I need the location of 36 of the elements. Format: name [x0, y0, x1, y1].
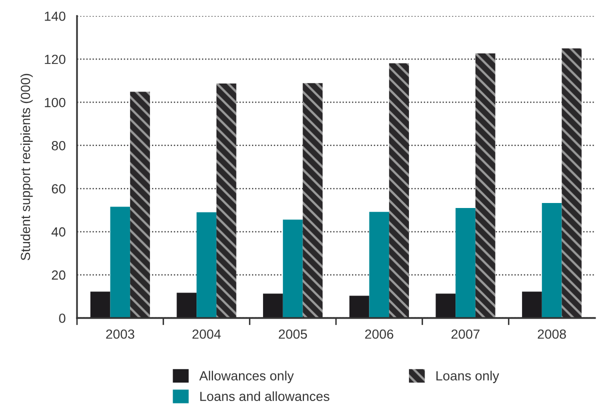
y-axis-title: Student support recipients (000)	[20, 74, 33, 260]
bar	[456, 208, 476, 318]
legend-label: Loans and allowances	[200, 391, 330, 402]
x-tick-label: 2005	[278, 329, 307, 339]
y-tick-label: 0	[59, 314, 66, 323]
bar	[475, 53, 496, 318]
legend-label: Allowances only	[199, 370, 294, 384]
legend-label: Loans only	[436, 370, 500, 384]
bar	[542, 203, 562, 318]
bar	[130, 92, 150, 318]
y-tick-label: 40	[52, 227, 66, 237]
bar	[110, 206, 130, 318]
bar	[176, 292, 197, 318]
x-tick-label: 2004	[192, 329, 221, 339]
x-tick-label: 2006	[365, 329, 394, 339]
x-tick-label: 2007	[451, 329, 480, 339]
bar	[216, 84, 236, 318]
bar	[389, 63, 409, 318]
y-tick-label: 120	[44, 54, 66, 64]
x-tick-label: 2008	[538, 329, 566, 339]
bar	[349, 296, 370, 318]
y-tick-label: 60	[52, 184, 66, 194]
y-tick-label: 140	[44, 12, 66, 21]
bar	[436, 294, 456, 318]
bar	[282, 220, 303, 318]
bar	[302, 83, 323, 318]
bar	[263, 294, 283, 318]
bar	[369, 212, 390, 318]
y-tick-label: 80	[52, 140, 66, 150]
y-tick-label: 100	[44, 98, 66, 108]
bar	[90, 292, 110, 318]
y-tick-label: 20	[52, 270, 66, 280]
x-tick-label: 2003	[106, 329, 134, 339]
bar	[196, 212, 216, 318]
bar	[522, 292, 542, 318]
bar	[562, 48, 582, 318]
